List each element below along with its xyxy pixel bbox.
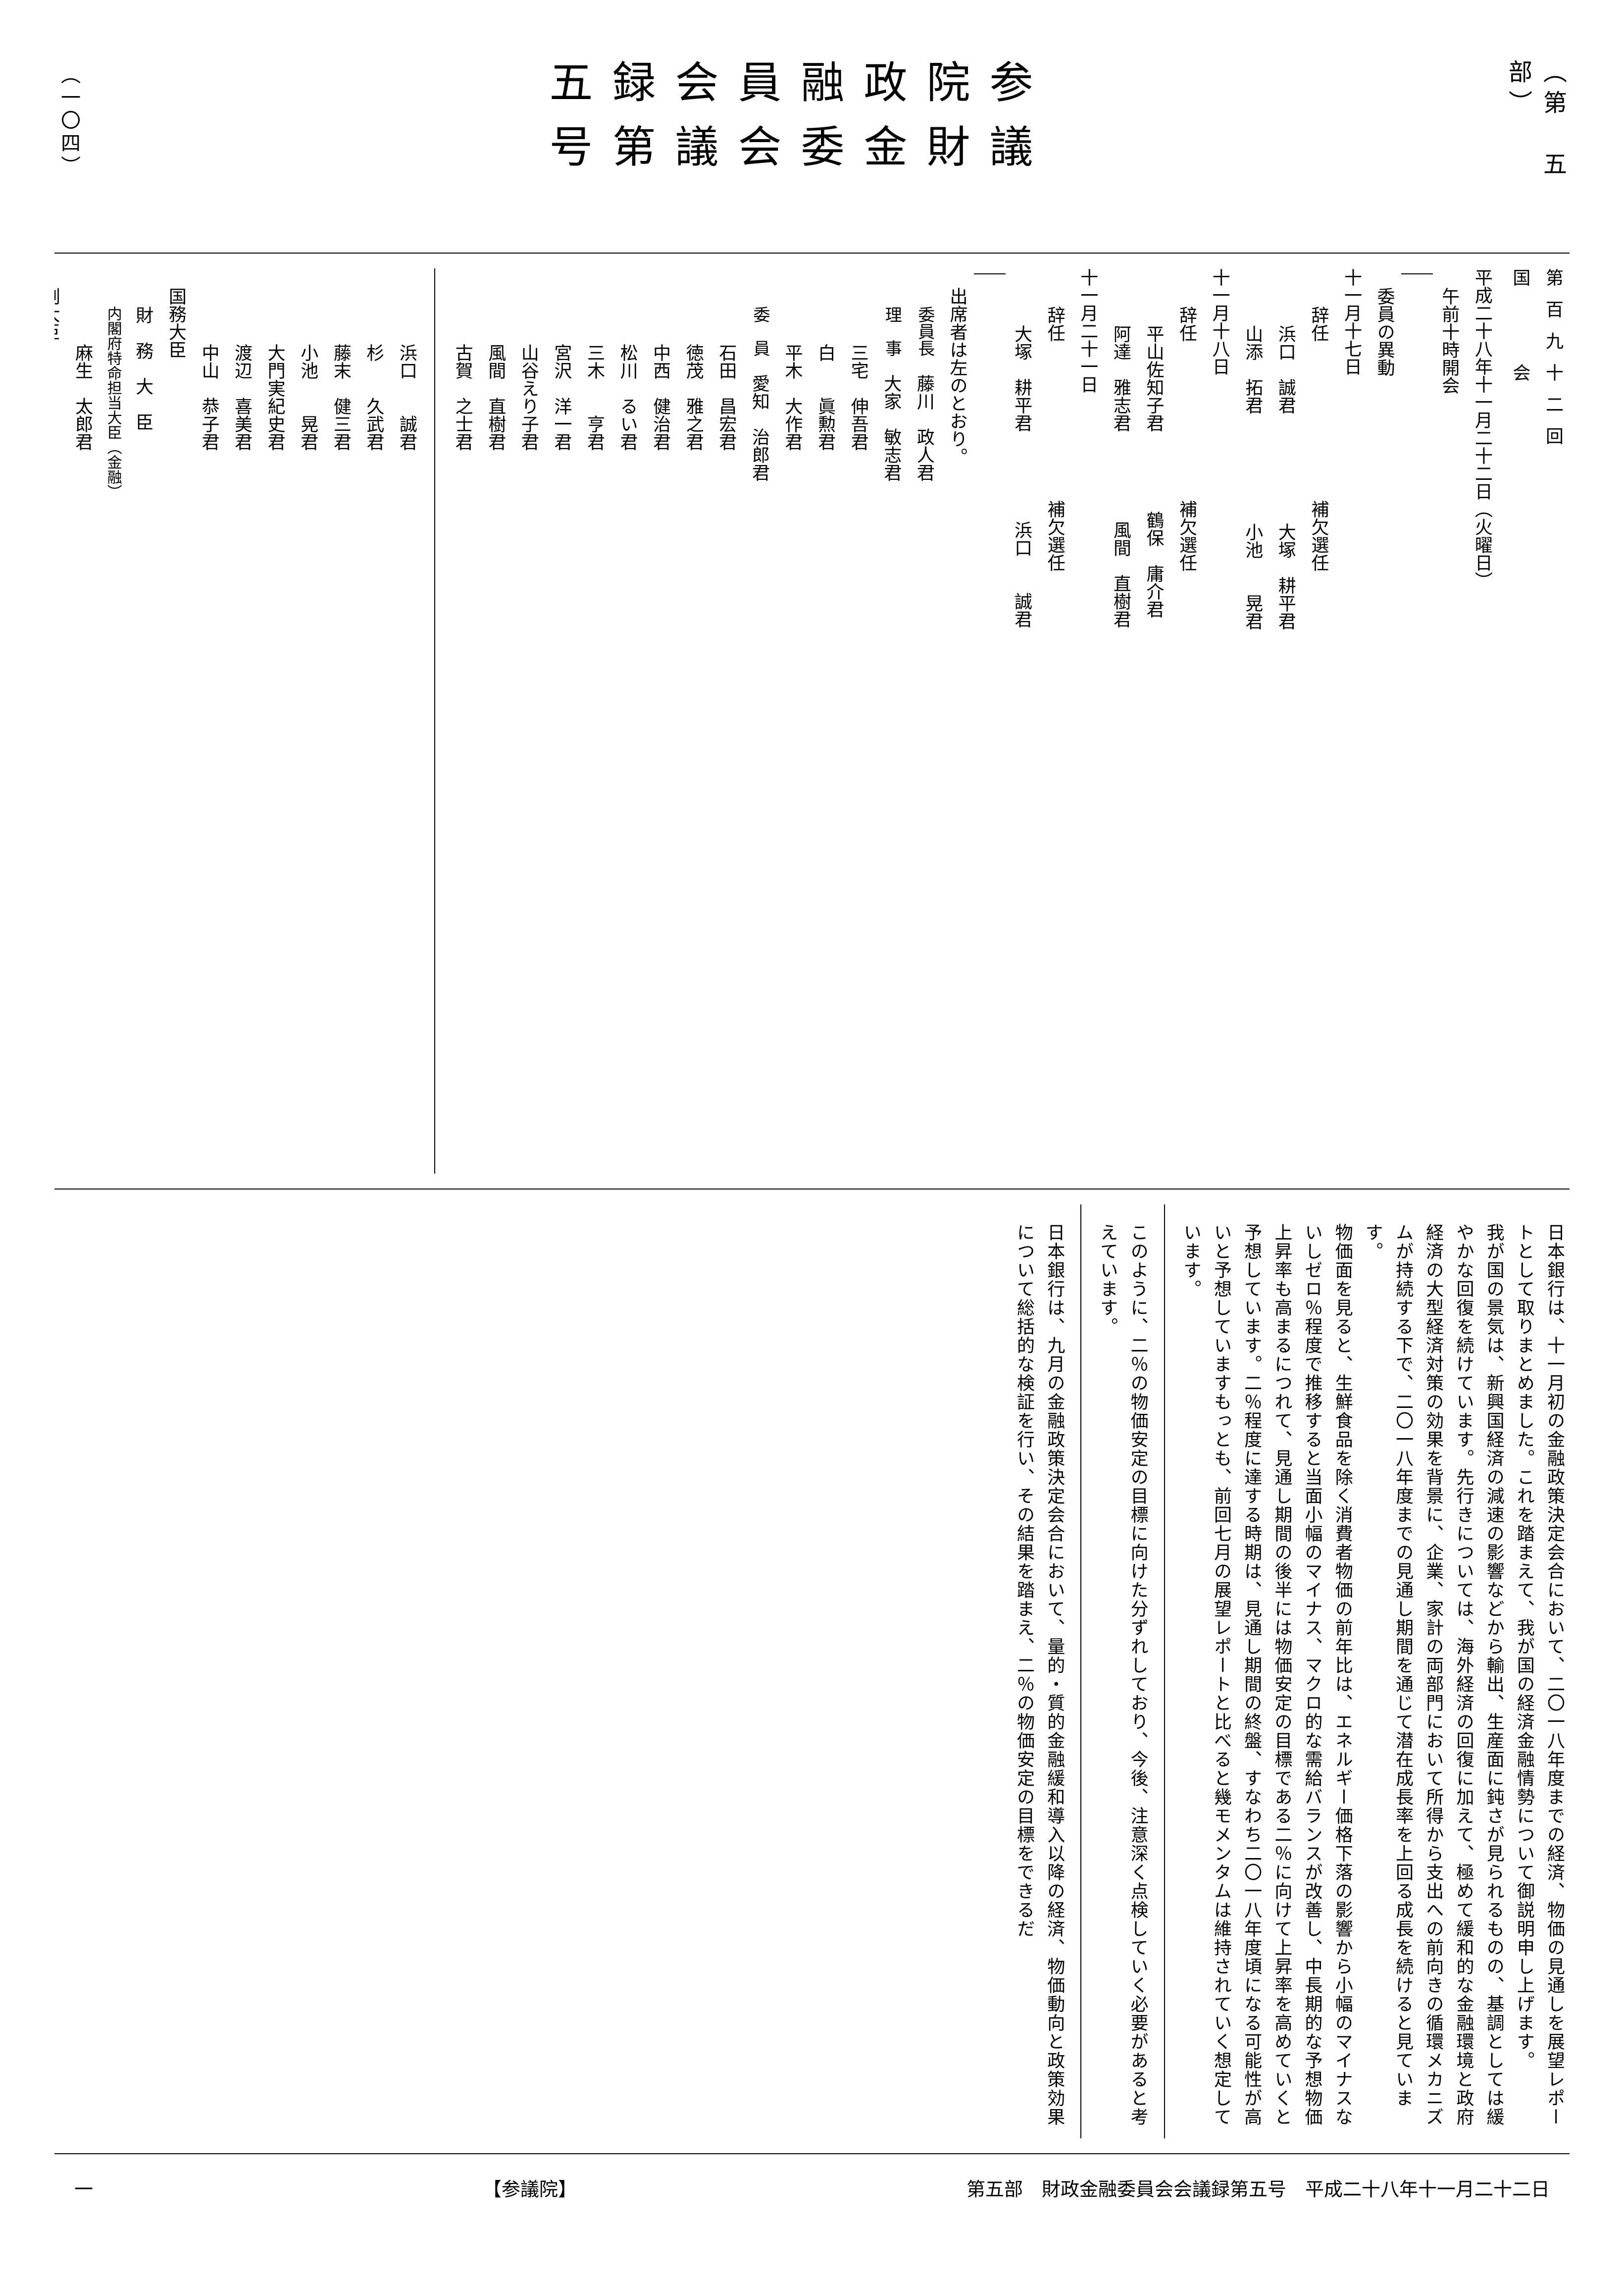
column-divider xyxy=(1080,1204,1081,2138)
footer-left: 第五部 財政金融委員会会議録第五号 平成二十八年十一月二十二日 xyxy=(966,2174,1550,2201)
name: 藤末 健三君 xyxy=(331,344,351,451)
document-title: 参議院財政金融委員会会議録第五号 xyxy=(535,59,1038,238)
page-number: （一〇四） xyxy=(54,64,83,178)
footer-page-number: 一 xyxy=(74,2174,93,2201)
change-1-date: 十一月十七日 xyxy=(1335,268,1368,1174)
column-divider xyxy=(434,268,435,1174)
appoint-label: 補欠選任 xyxy=(1038,500,1071,571)
appoint-name: 浜口 誠君 xyxy=(1006,521,1039,628)
lower-text-right: 日本銀行は、十一月初の金融政策決定会合において、二〇一八年度までの経済、物価の見… xyxy=(1176,1204,1570,2138)
page-footer: 第五部 財政金融委員会会議録第五号 平成二十八年十一月二十二日 【参議院】 一 xyxy=(54,2174,1570,2201)
name: 中山 恭子君 xyxy=(199,344,219,451)
upper-region: 第百九十二回 国 会 平成二十八年十一月二十二日（火曜日） 午前十時開会 委員の… xyxy=(54,254,1570,1190)
resign-name: 平山佐知子君 xyxy=(1144,325,1164,432)
resign-name: 浜口 誠君 xyxy=(1276,325,1296,414)
column-divider xyxy=(1164,1204,1165,2138)
name: 松川 るい君 xyxy=(618,344,638,451)
change-2-date: 十一月十八日 xyxy=(1203,268,1236,1174)
proceeding-line: 日本銀行は、九月の金融政策決定会合において、量的・質的金融緩和導入以降の経済、物… xyxy=(1009,1223,1069,2138)
name: 石田 昌宏君 xyxy=(716,344,736,451)
lower-region: 日本銀行は、十一月初の金融政策決定会合において、二〇一八年度までの経済、物価の見… xyxy=(54,1190,1570,2153)
divider-icon xyxy=(1401,273,1433,274)
resign-name: 山添 拓君 xyxy=(1243,325,1263,414)
appoint-name: 風間 直樹君 xyxy=(1104,521,1137,628)
attendance-heading: 出席者は左のとおり。 xyxy=(941,287,974,1174)
resign-label: 辞任 xyxy=(1177,306,1197,342)
name: 渡辺 喜美君 xyxy=(232,344,252,451)
appoint-name: 小池 晃君 xyxy=(1236,523,1269,630)
minister-subtitle: 内閣府特命担当大臣（金融） xyxy=(99,306,127,1174)
member-changes: 委員の異動 十一月十七日 辞任 補欠選任 浜口 誠君 大塚 耕平君 山添 拓君 … xyxy=(974,268,1401,1174)
part-label: （第 五 部） xyxy=(1500,59,1570,238)
minister-heading: 国務大臣 xyxy=(159,287,193,1174)
divider-icon xyxy=(974,273,1006,274)
page-root: （第 五 部） 参議院財政金融委員会会議録第五号 （一〇四） 第百九十二回 国 … xyxy=(0,0,1624,2278)
proceeding-line: 日本銀行は、十一月初の金融政策決定会合において、二〇一八年度までの経済、物価の見… xyxy=(1509,1223,1570,2138)
resign-label: 辞任 xyxy=(1045,306,1065,342)
name: 中西 健治君 xyxy=(651,344,670,451)
appoint-name: 大塚 耕平君 xyxy=(1269,523,1302,630)
name: 古賀 之士君 xyxy=(453,344,473,451)
name: 平木 大作君 xyxy=(783,344,803,451)
chamber: 国 会 xyxy=(1504,268,1537,1174)
name: 三宅 伸吾君 xyxy=(849,344,868,451)
name: 愛知 治郎君 xyxy=(750,374,769,481)
name: 杉 久武君 xyxy=(364,344,384,451)
name: 風間 直樹君 xyxy=(486,344,506,451)
name: 小池 晃君 xyxy=(298,344,318,451)
lower-text-left: 日本銀行は、九月の金融政策決定会合において、量的・質的金融緩和導入以降の経済、物… xyxy=(1009,1204,1069,2138)
session-date: 平成二十八年十一月二十二日（火曜日） xyxy=(1466,268,1499,1174)
name: 大家 敏志君 xyxy=(881,374,901,481)
name: 宮沢 洋一君 xyxy=(552,344,571,451)
date-block: 平成二十八年十一月二十二日（火曜日） 午前十時開会 xyxy=(1401,268,1499,1174)
appoint-label: 補欠選任 xyxy=(1170,500,1203,571)
vice-label: 副大臣 xyxy=(54,287,66,1174)
page-header: （第 五 部） 参議院財政金融委員会会議録第五号 （一〇四） xyxy=(54,59,1570,238)
name: 浜口 誠君 xyxy=(397,344,417,451)
resign-label: 辞任 xyxy=(1309,306,1328,342)
role-chairman: 委員長 xyxy=(915,306,934,357)
name: 藤川 政人君 xyxy=(914,374,934,481)
lower-text-mid: このように、二％の物価安定の目標に向けた分ずれしており、今後、注意深く点検してい… xyxy=(1092,1204,1153,2138)
name: 大門実紀史君 xyxy=(265,344,285,451)
session-info: 第百九十二回 国 会 xyxy=(1504,268,1570,1174)
name: 徳茂 雅之君 xyxy=(684,344,704,451)
diet-session: 第百九十二回 xyxy=(1536,268,1570,1174)
footer-center: 【参議院】 xyxy=(483,2174,577,2201)
content-frame: 第百九十二回 国 会 平成二十八年十一月二十二日（火曜日） 午前十時開会 委員の… xyxy=(54,253,1570,2154)
open-time: 午前十時開会 xyxy=(1433,287,1466,1174)
change-3-date: 十一月二十一日 xyxy=(1071,268,1105,1174)
appoint-label: 補欠選任 xyxy=(1302,500,1335,571)
ministers-block: 浜口 誠君 杉 久武君 藤末 健三君 小池 晃君 大門実紀史君 渡辺 喜美君 中… xyxy=(54,268,423,1174)
name: 三木 亨君 xyxy=(585,344,605,451)
name: 白 眞勲君 xyxy=(815,344,835,451)
proceeding-line: このように、二％の物価安定の目標に向けた分ずれしており、今後、注意深く点検してい… xyxy=(1092,1223,1153,2138)
proceeding-line: 物価面を見ると、生鮮食品を除く消費者物価の前年比は、エネルギー価格下落の影響から… xyxy=(1176,1223,1358,2138)
name: 山谷えり子君 xyxy=(519,344,539,451)
appoint-name: 鶴保 庸介君 xyxy=(1137,511,1170,618)
role-member: 委 員 xyxy=(751,306,769,357)
proceeding-line: 我が国の景気は、新興国経済の減速の影響などから輸出、生産面に鈍さが見られるものの… xyxy=(1358,1223,1509,2138)
member-changes-heading: 委員の異動 xyxy=(1368,287,1401,1174)
resign-name: 大塚 耕平君 xyxy=(1012,325,1032,432)
attendance-block: 出席者は左のとおり。 委員長 藤川 政人君 理 事 大家 敏志君 三宅 伸吾君 … xyxy=(446,268,974,1174)
resign-name: 阿達 雅志君 xyxy=(1111,325,1131,432)
role-director: 理 事 xyxy=(882,306,901,357)
minister-title: 財 務 大 臣 xyxy=(127,306,160,1174)
